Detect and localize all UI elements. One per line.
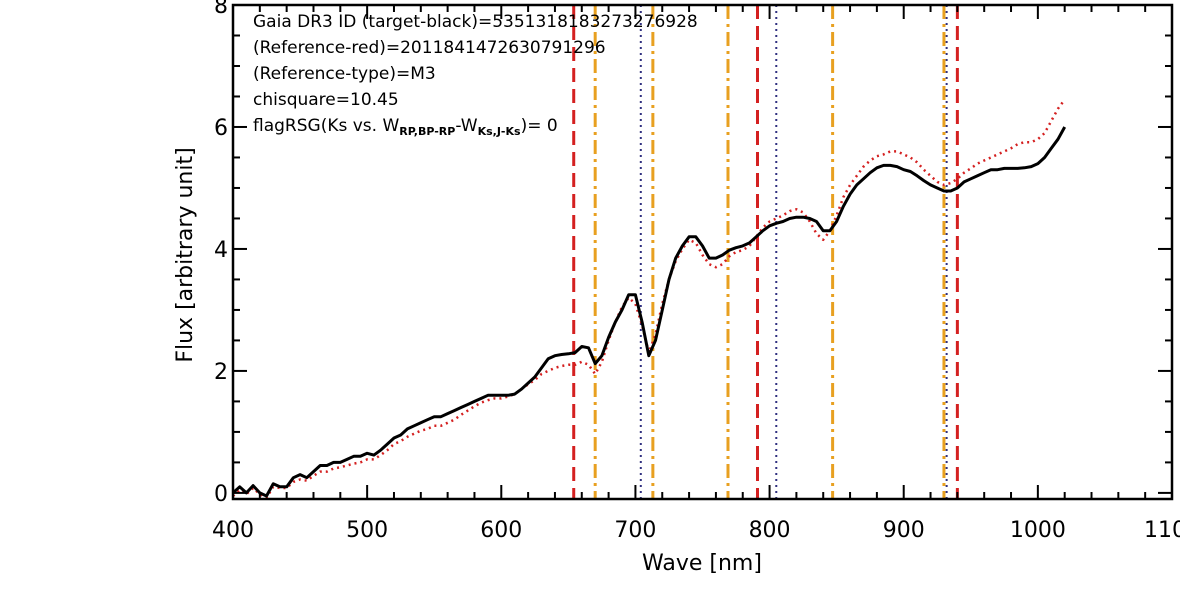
y-tick-label: 6	[214, 116, 228, 141]
annotation-flag-rsg: flagRSG(Ks vs. WRP,BP-RP-WKs,J-Ks)= 0	[253, 116, 558, 138]
y-tick-labels: 0 2 4 6 8	[214, 0, 228, 507]
spectral-line-markers	[572, 5, 959, 499]
annotation-reference-type: (Reference-type)=M3	[253, 64, 436, 84]
x-axis-label: Wave [nm]	[642, 551, 762, 576]
x-tick-label: 1000	[1010, 518, 1066, 543]
annotation-block: Gaia DR3 ID (target-black)=5351318183273…	[253, 12, 698, 138]
flag-subscript-1: RP,BP-RP	[399, 125, 455, 138]
target-spectrum-line	[231, 126, 1067, 498]
y-tick-label: 0	[214, 482, 228, 507]
flag-suffix: )= 0	[521, 116, 558, 136]
plot-frame	[231, 3, 1174, 501]
flux-series	[231, 98, 1067, 500]
reference-spectrum-line	[232, 98, 1066, 500]
y-tick-label: 2	[214, 360, 228, 385]
x-tick-label: 600	[480, 518, 522, 543]
flag-prefix: flagRSG(Ks vs. W	[253, 116, 399, 136]
flag-subscript-2: Ks,J-Ks	[478, 125, 521, 138]
x-tick-label: 900	[883, 518, 925, 543]
annotation-reference-red: (Reference-red)=2011841472630791296	[253, 38, 606, 58]
x-tick-label: 700	[614, 518, 656, 543]
y-axis-label: Flux [arbitrary unit]	[173, 147, 198, 362]
x-tick-label: 500	[346, 518, 388, 543]
y-tick-label: 8	[214, 0, 228, 19]
annotation-gaia-id: Gaia DR3 ID (target-black)=5351318183273…	[253, 12, 698, 32]
flag-mid: -W	[455, 116, 477, 136]
x-tick-label: 800	[749, 518, 791, 543]
annotation-chisquare: chisquare=10.45	[253, 90, 399, 110]
x-tick-label: 400	[212, 518, 254, 543]
y-tick-label: 4	[214, 238, 228, 263]
